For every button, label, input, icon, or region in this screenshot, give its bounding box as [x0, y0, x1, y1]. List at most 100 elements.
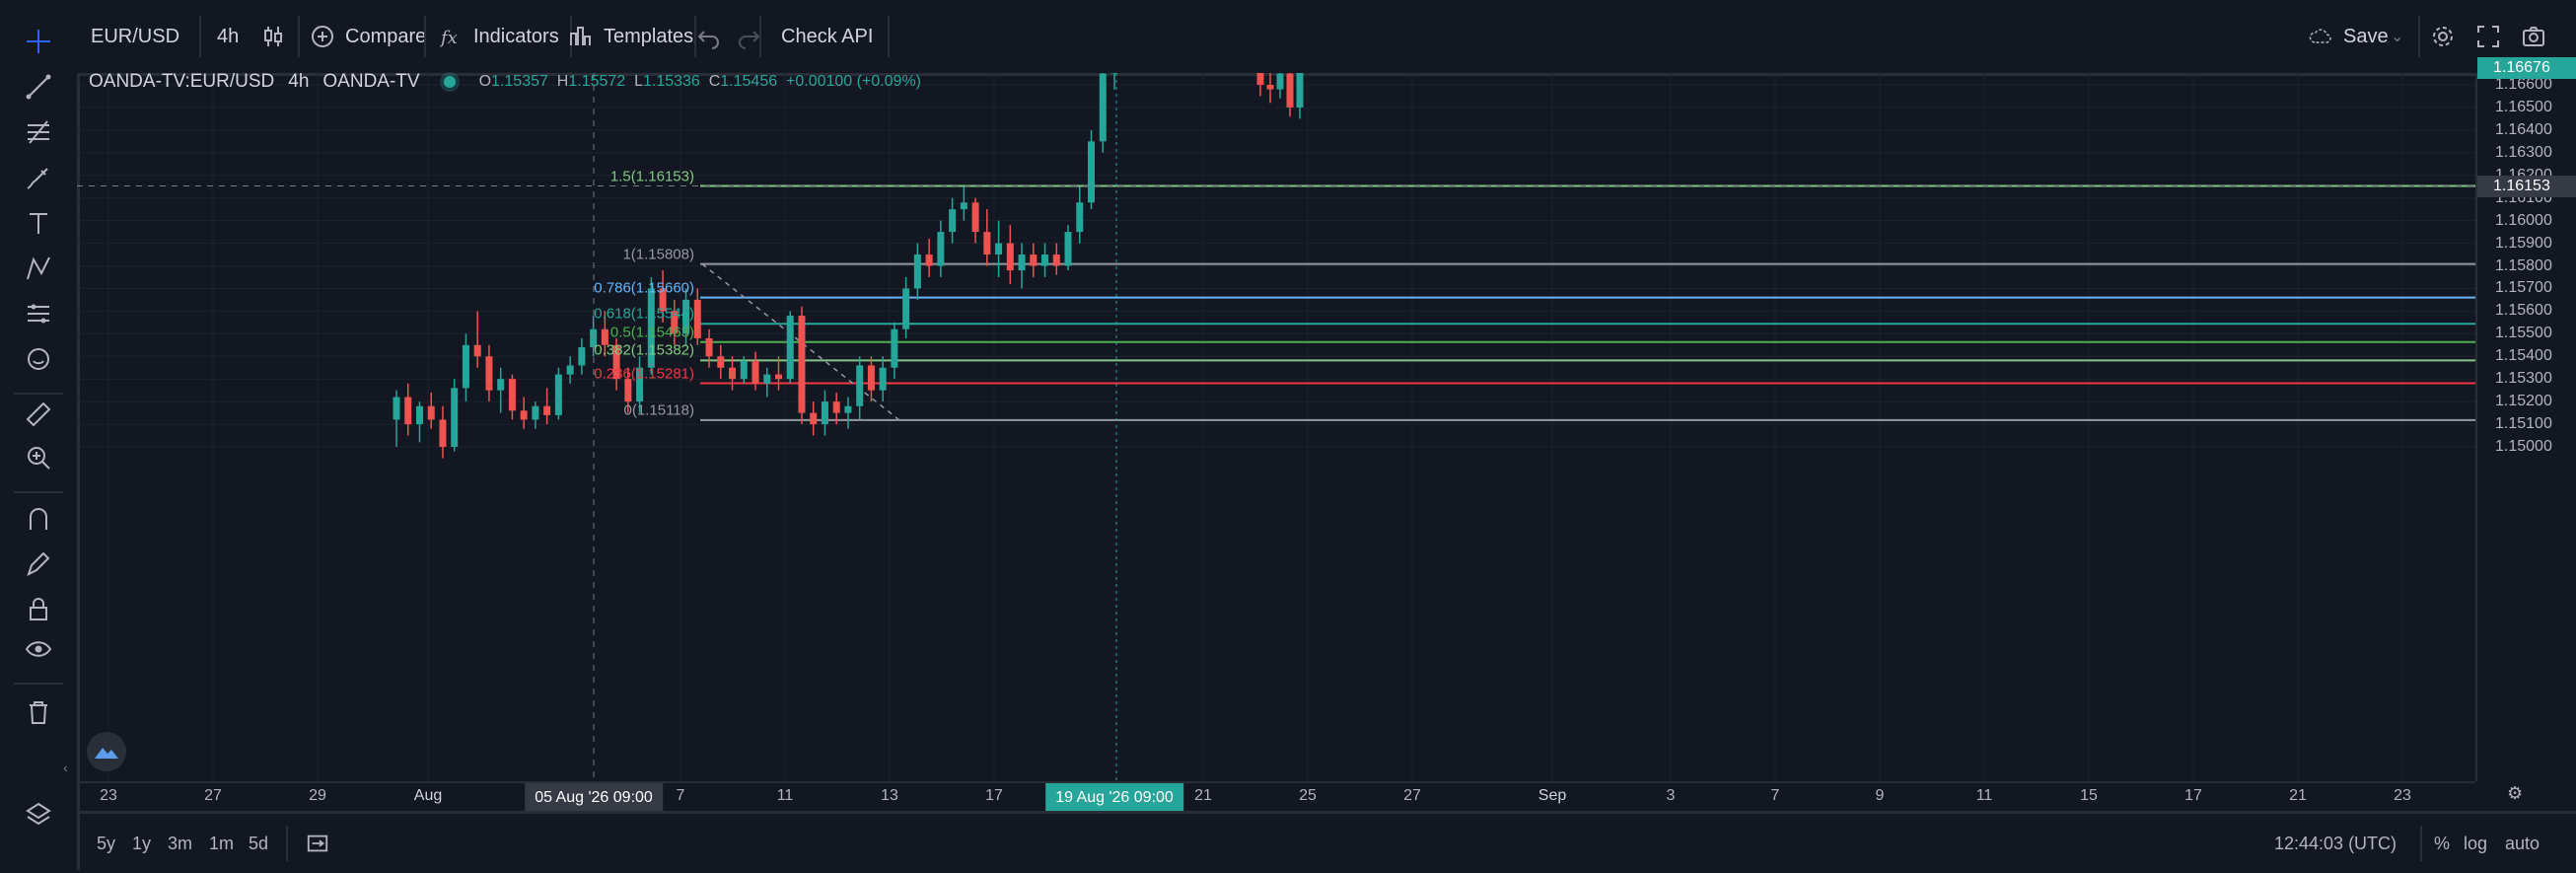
candle-body	[404, 397, 412, 425]
ohlc-values: O1.15357 H1.15572 L1.15336 C1.15456 +0.0…	[478, 73, 922, 90]
candle-body	[1006, 243, 1014, 271]
tradingview-logo-icon[interactable]	[87, 732, 126, 771]
time-tick-label: 11	[1975, 787, 1993, 804]
toolbar-divider	[14, 491, 63, 493]
magnet-icon	[30, 508, 47, 530]
ruler-tool-button[interactable]	[14, 395, 63, 434]
settings-button[interactable]	[2430, 0, 2466, 73]
candle-body	[682, 299, 690, 334]
plus-circle-icon	[312, 26, 333, 47]
time-tick-label: 25	[1299, 787, 1317, 804]
object-tree-button[interactable]	[14, 795, 63, 835]
time-tick-label: 7	[676, 787, 685, 804]
range-1y-button[interactable]: 1y	[132, 833, 152, 853]
price-axis[interactable]: 1.166001.165001.164001.163001.162001.161…	[2475, 56, 2576, 781]
range-3m-button[interactable]: 3m	[168, 833, 193, 853]
indicators-label: Indicators	[473, 25, 559, 47]
stay-drawing-button[interactable]	[14, 545, 63, 584]
price-chart[interactable]	[77, 73, 2475, 781]
toolbar-divider	[2420, 826, 2422, 861]
auto-scale-toggle[interactable]: auto	[2505, 833, 2540, 853]
candle-body	[1018, 255, 1026, 271]
time-tick-label: 21	[1194, 787, 1212, 804]
magnet-tool-button[interactable]	[14, 499, 63, 539]
axis-settings-gear-icon[interactable]: ⚙	[2507, 783, 2524, 803]
toolbar-divider	[14, 393, 63, 395]
interval-button[interactable]: 4h	[217, 0, 239, 73]
candle-body	[485, 356, 493, 391]
crosshair-tool-button[interactable]	[14, 22, 63, 61]
trendline-tool-button[interactable]	[14, 67, 63, 107]
legend-title[interactable]: OANDA-TV:EUR/USD	[89, 71, 275, 92]
candle-body	[1052, 255, 1060, 266]
range-5y-button[interactable]: 5y	[97, 833, 116, 853]
price-tick-label: 1.16500	[2495, 98, 2552, 115]
price-tick-label: 1.15000	[2495, 438, 2552, 455]
range-5d-button[interactable]: 5d	[249, 833, 269, 853]
collapse-toolbar-chevron-icon[interactable]: ‹	[63, 760, 68, 775]
percent-scale-toggle[interactable]: %	[2434, 833, 2451, 853]
date-range-button[interactable]	[306, 814, 329, 873]
time-tick-label: 23	[2394, 787, 2411, 804]
candle-body	[1266, 85, 1274, 90]
save-menu-chevron-down-icon[interactable]: ⌄	[2391, 29, 2404, 45]
remove-drawings-button[interactable]	[14, 692, 63, 732]
text-tool-button[interactable]	[14, 203, 63, 243]
undo-button[interactable]	[696, 0, 732, 73]
market-status-dot-icon[interactable]	[443, 76, 456, 88]
price-tick-label: 1.15900	[2495, 234, 2552, 252]
compare-button[interactable]: Compare	[310, 0, 426, 73]
candle-body	[960, 202, 967, 210]
save-button[interactable]: Save	[2308, 0, 2389, 73]
log-scale-toggle[interactable]: log	[2464, 833, 2488, 853]
candle-body	[751, 360, 759, 384]
function-icon: fx	[439, 28, 458, 48]
fib-tool-button[interactable]	[14, 112, 63, 152]
interval-label: 4h	[217, 25, 240, 47]
lock-drawings-button[interactable]	[14, 590, 63, 629]
price-tick-label: 1.15200	[2495, 393, 2552, 410]
logo-mountain-icon	[95, 748, 118, 759]
icons-tool-button[interactable]	[14, 339, 63, 379]
check-api-button[interactable]: Check API	[781, 0, 873, 73]
time-tick-label: Sep	[1538, 787, 1567, 804]
last-price-tag: 1.16676	[2477, 56, 2576, 79]
candle-body	[659, 288, 667, 312]
pattern-tool-button[interactable]	[14, 249, 63, 288]
ruler-icon	[26, 401, 51, 427]
toolbar-divider	[424, 16, 426, 57]
symbol-search-button[interactable]: EUR/USD	[91, 0, 179, 73]
chart-pane[interactable]	[77, 73, 2475, 781]
time-tick-label: 17	[2184, 787, 2202, 804]
candle-body	[543, 405, 551, 415]
range-1m-button[interactable]: 1m	[209, 833, 235, 853]
candle-body	[601, 328, 608, 345]
candle-body	[1296, 73, 1304, 108]
hide-drawings-button[interactable]	[14, 629, 63, 669]
chart-type-button[interactable]	[260, 0, 296, 73]
candles-icon	[264, 27, 282, 46]
toolbar-divider	[888, 16, 890, 57]
fullscreen-button[interactable]	[2475, 0, 2511, 73]
candle-body	[925, 255, 933, 266]
price-tick-label: 1.16600	[2495, 76, 2552, 93]
utc-clock[interactable]: 12:44:03 (UTC)	[2274, 833, 2397, 853]
fib-retracement-icon	[28, 120, 49, 144]
left-drawing-toolbar: ‹	[0, 0, 80, 870]
candle-body	[717, 356, 725, 368]
time-axis[interactable]: 23 27 29 Aug 7 11 13 17 21 25 27 Sep 3 7 9 11 15 17 21 23 05…	[77, 781, 2475, 813]
snapshot-button[interactable]	[2521, 0, 2556, 73]
time-tick-label: 11	[776, 787, 794, 804]
candle-body	[856, 365, 864, 406]
redo-button[interactable]	[736, 0, 771, 73]
zoom-tool-button[interactable]	[14, 438, 63, 477]
crosshair-icon	[27, 30, 50, 53]
indicators-button[interactable]: fx Indicators	[438, 0, 559, 73]
candle-body	[971, 202, 979, 233]
prediction-tool-button[interactable]	[14, 294, 63, 333]
candle-body	[821, 401, 828, 425]
candle-body	[415, 405, 423, 425]
symbol-legend: OANDA-TV:EUR/USD 4h OANDA-TV O1.15357 H1…	[89, 71, 921, 93]
brush-tool-button[interactable]	[14, 158, 63, 197]
templates-button[interactable]: Templates	[568, 0, 693, 73]
